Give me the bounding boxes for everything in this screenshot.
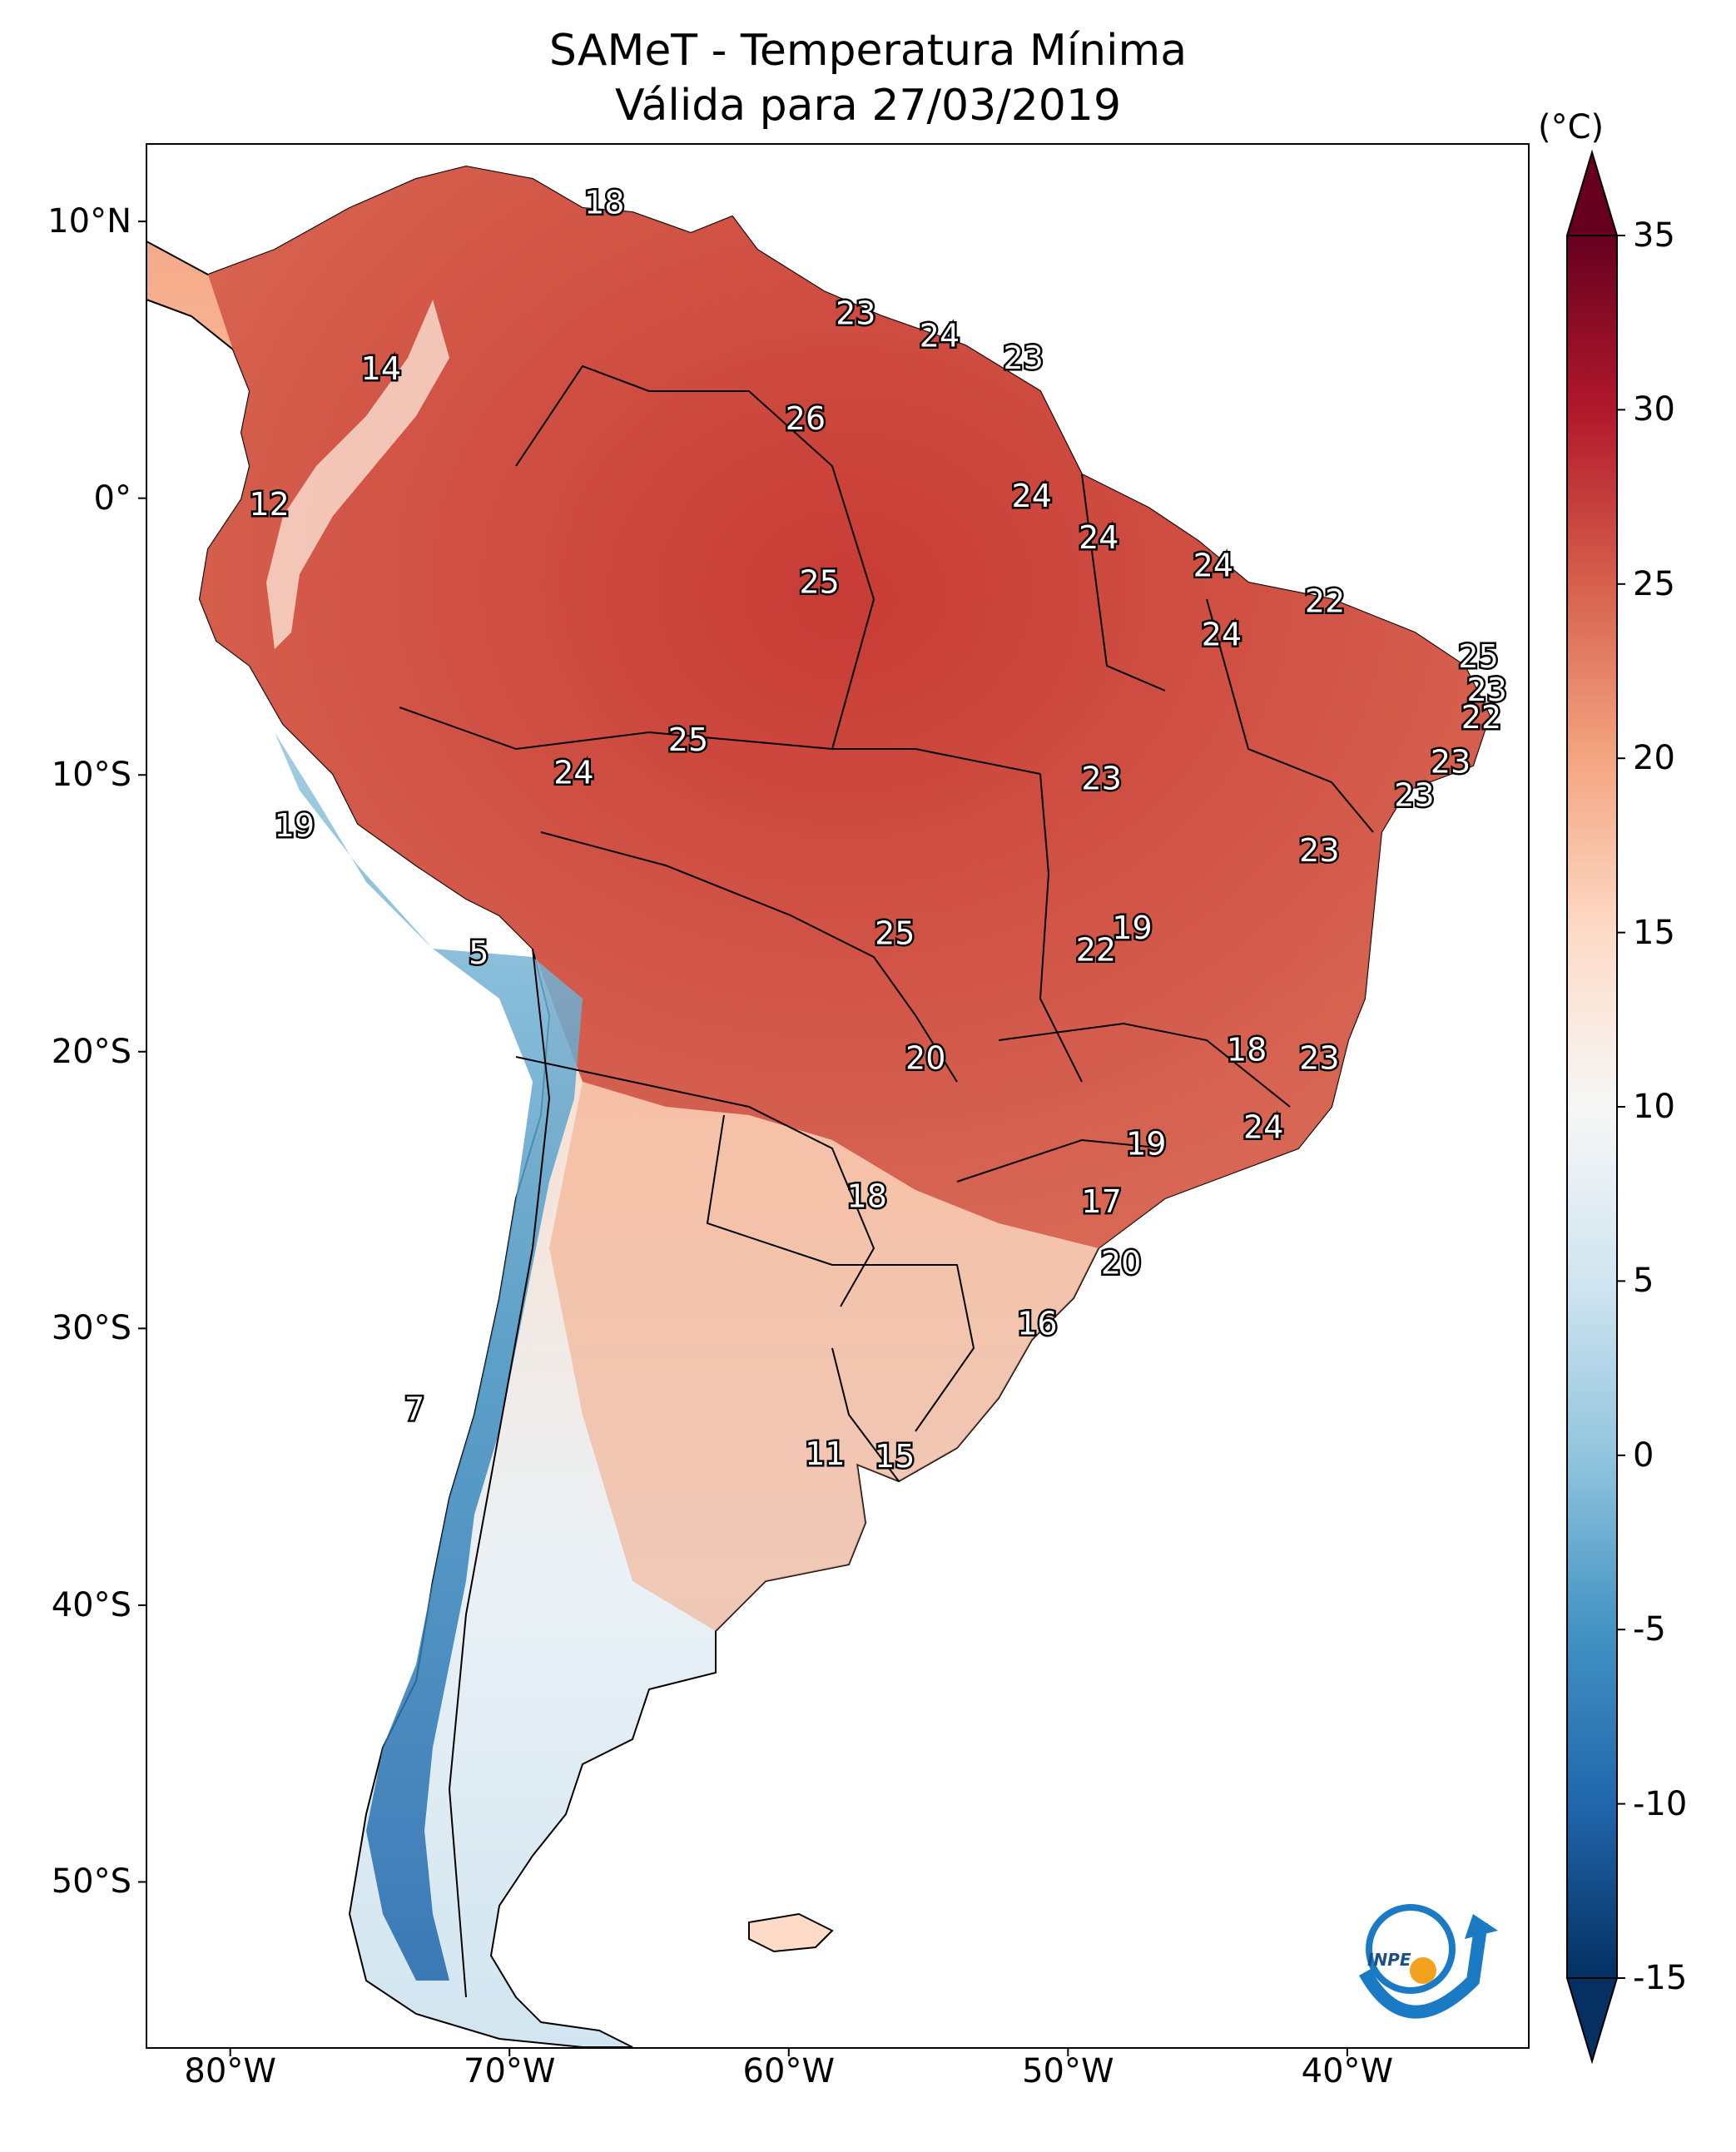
colorbar-tick-label: 15 xyxy=(1633,913,1675,952)
colorbar-tick-label: 10 xyxy=(1633,1088,1675,1126)
temperature-label: 24 xyxy=(1243,1108,1283,1145)
inpe-logo-text: INPE xyxy=(1367,1950,1411,1970)
colorbar-top-extension xyxy=(1565,149,1619,236)
temperature-label: 25 xyxy=(1458,638,1498,675)
temperature-label: 23 xyxy=(1394,776,1434,813)
inpe-logo xyxy=(1359,1904,1498,2019)
colorbar-tick-label: 25 xyxy=(1633,564,1675,603)
temperature-label: 24 xyxy=(553,755,593,791)
colorbar-unit: (°C) xyxy=(1538,108,1605,146)
colorbar-body xyxy=(1566,235,1618,1979)
lat-tick-label: 40°S xyxy=(51,1585,131,1624)
temperature-label: 17 xyxy=(1081,1183,1121,1220)
temperature-label: 22 xyxy=(1461,699,1501,736)
temperature-label: 23 xyxy=(1466,672,1506,708)
temperature-label: 16 xyxy=(1017,1306,1057,1342)
colorbar xyxy=(1565,149,1625,2065)
lon-tick-label: 80°W xyxy=(184,2052,276,2090)
lat-tick-label: 10°N xyxy=(47,202,131,241)
temperature-label: 24 xyxy=(1193,547,1233,583)
colorbar-tick-label: -10 xyxy=(1633,1784,1688,1823)
temperature-label: 23 xyxy=(1299,832,1339,869)
temperature-label: 7 xyxy=(404,1391,424,1428)
temperature-label: 24 xyxy=(920,317,960,354)
colorbar-tick-label: 20 xyxy=(1633,739,1675,778)
temperature-label: 23 xyxy=(1081,760,1121,796)
colorbar-tick-label: 35 xyxy=(1633,216,1675,255)
temperature-label: 5 xyxy=(469,935,489,971)
temperature-label: 25 xyxy=(800,563,840,600)
temperature-label: 22 xyxy=(1076,932,1116,969)
lat-tick-label: 30°S xyxy=(51,1309,131,1348)
temperature-label: 25 xyxy=(875,915,915,952)
temperature-label: 24 xyxy=(1202,616,1242,652)
andes-cold-band xyxy=(275,732,583,1981)
lat-tick-label: 20°S xyxy=(51,1032,131,1071)
colorbar-tick-label: 5 xyxy=(1633,1262,1654,1301)
temperature-label: 19 xyxy=(275,807,315,844)
temperature-label: 20 xyxy=(905,1039,945,1076)
colorbar-tick-label: -5 xyxy=(1633,1610,1666,1649)
colorbar-tick-label: 0 xyxy=(1633,1435,1654,1475)
temperature-label: 23 xyxy=(836,295,875,332)
colorbar-bottom-extension xyxy=(1565,1977,1619,2065)
lon-tick-label: 60°W xyxy=(742,2052,835,2090)
temperature-label: 23 xyxy=(1003,340,1043,376)
temperature-label: 23 xyxy=(1299,1039,1339,1076)
lon-tick-label: 40°W xyxy=(1301,2052,1394,2090)
lat-tick-label: 10°S xyxy=(51,756,131,795)
temperature-label: 19 xyxy=(1126,1125,1166,1162)
temperature-label: 25 xyxy=(668,721,708,758)
colorbar-tick-label: -15 xyxy=(1633,1959,1688,1997)
temperature-label: 23 xyxy=(1431,743,1471,780)
northern-andes-cool-band xyxy=(266,300,449,649)
temperature-label: 18 xyxy=(847,1178,887,1215)
temperature-label: 18 xyxy=(1227,1031,1267,1068)
lon-tick-label: 70°W xyxy=(463,2052,556,2090)
map-title: SAMeT - Temperatura Mínima xyxy=(548,26,1188,76)
map-subtitle: Válida para 27/03/2019 xyxy=(614,81,1122,131)
temperature-label: 15 xyxy=(875,1438,915,1475)
temperature-label: 26 xyxy=(786,400,826,437)
temperature-label: 24 xyxy=(1079,519,1118,556)
falkland-islands xyxy=(748,1912,834,1953)
temperature-label: 14 xyxy=(361,350,401,387)
temperature-label: 12 xyxy=(249,486,289,523)
subtropical-zone xyxy=(549,1082,1099,1631)
temperature-label: 20 xyxy=(1101,1244,1141,1281)
lon-tick-label: 50°W xyxy=(1022,2052,1114,2090)
temperature-label: 22 xyxy=(1305,583,1345,620)
temperature-label: 24 xyxy=(1012,478,1052,514)
tropical-warm-zone xyxy=(200,166,1490,1248)
temperature-label: 19 xyxy=(1112,910,1152,946)
lat-tick-label: 0° xyxy=(93,478,131,518)
country-borders xyxy=(399,364,1374,1998)
lat-tick-label: 50°S xyxy=(51,1862,131,1902)
temperature-label: 18 xyxy=(584,185,624,221)
colorbar-tick-label: 30 xyxy=(1633,390,1675,429)
temperature-label: 11 xyxy=(805,1435,845,1472)
